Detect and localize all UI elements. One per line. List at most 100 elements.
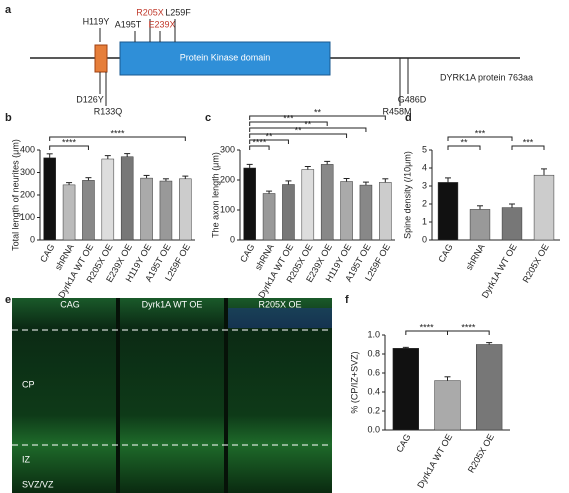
x-tick-label: shRNA	[464, 242, 487, 272]
y-tick-label: 0	[230, 234, 235, 244]
y-tick-label: 400	[20, 144, 35, 154]
region-label: CP	[22, 379, 35, 389]
x-tick-label: R205X OE	[521, 242, 551, 284]
bar	[476, 344, 503, 431]
bar	[243, 167, 256, 241]
significance-bracket	[249, 139, 289, 144]
y-tick-label: 100	[20, 212, 35, 222]
y-tick-label: 0.8	[367, 348, 380, 358]
significance-label: **	[460, 137, 468, 147]
bar	[501, 207, 523, 241]
bar	[437, 182, 459, 241]
bar	[434, 380, 461, 431]
y-tick-label: 0.0	[367, 424, 380, 434]
bar	[262, 193, 276, 241]
significance-label: ****	[461, 322, 476, 332]
panel-label: e	[5, 294, 11, 306]
y-tick-label: 300	[20, 167, 35, 177]
mutation-label: R458M	[382, 106, 411, 116]
mutation-label: E239X	[148, 19, 175, 29]
y-tick-label: 200	[220, 174, 235, 184]
bar	[43, 157, 56, 241]
significance-bracket	[49, 136, 186, 141]
protein-label: DYRK1A protein 763aa	[440, 72, 533, 82]
y-tick-label: 0.4	[367, 386, 380, 396]
domain-label: Protein Kinase domain	[180, 52, 271, 62]
significance-label: **	[266, 131, 274, 141]
x-tick-label: CAG	[38, 242, 56, 264]
y-tick-label: 300	[220, 144, 235, 154]
motif-box	[94, 44, 108, 73]
y-tick-label: 100	[220, 204, 235, 214]
y-axis-title: Total length of neurites (μm)	[10, 139, 20, 251]
bar	[533, 174, 555, 241]
significance-label: ****	[62, 137, 77, 147]
mutation-label: R133Q	[94, 106, 123, 116]
bar	[62, 184, 76, 241]
significance-bracket	[249, 127, 367, 132]
significance-bracket	[447, 136, 513, 141]
significance-label: ***	[475, 128, 486, 138]
mutation-label: H119Y	[83, 16, 110, 26]
region-label: SVZ/VZ	[22, 479, 54, 489]
significance-label: ****	[252, 137, 267, 147]
y-tick-label: 4	[422, 162, 427, 172]
significance-label: ***	[283, 113, 294, 123]
significance-bracket	[249, 115, 386, 120]
y-tick-label: 0.6	[367, 367, 380, 377]
micrograph-title: Dyrk1A WT OE	[142, 299, 203, 309]
y-tick-label: 1	[422, 216, 427, 226]
x-tick-label: CAG	[436, 242, 454, 264]
micrograph	[120, 298, 224, 493]
significance-label: ****	[420, 322, 435, 332]
y-tick-label: 1.0	[367, 329, 380, 339]
bar	[140, 177, 153, 241]
mutation-label: R205X	[136, 7, 164, 17]
bar	[159, 180, 173, 241]
panel-label: b	[5, 112, 12, 124]
significance-bracket	[49, 145, 89, 150]
y-axis-title: The axon length (μm)	[210, 152, 220, 238]
x-tick-label: CAG	[238, 242, 256, 264]
panel-label: f	[345, 294, 349, 306]
bar	[179, 178, 192, 241]
bar	[359, 184, 373, 241]
significance-label: **	[304, 119, 312, 129]
significance-label: ****	[110, 128, 125, 138]
significance-bracket	[511, 145, 545, 150]
bar	[282, 184, 295, 241]
x-tick-label: Dyrk1A WT OE	[415, 432, 454, 490]
micrograph-title: CAG	[60, 299, 80, 309]
x-tick-label: R205X OE	[466, 432, 496, 474]
bar	[301, 169, 315, 241]
significance-bracket	[249, 145, 270, 150]
significance-bracket	[447, 330, 490, 335]
y-tick-label: 5	[422, 144, 427, 154]
bar	[340, 181, 353, 241]
y-tick-label: 2	[422, 198, 427, 208]
significance-label: **	[295, 125, 303, 135]
significance-label: **	[314, 107, 322, 117]
mutation-label: D126Y	[76, 94, 104, 104]
y-axis-title: % (CP/IZ+SVZ)	[349, 351, 359, 413]
significance-bracket	[447, 145, 481, 150]
y-axis-title: Spine density (/10μm)	[402, 151, 412, 239]
nuclei-layer	[228, 308, 332, 328]
panel-label: a	[5, 4, 12, 16]
micrograph-title: R205X OE	[258, 299, 301, 309]
bar	[82, 180, 95, 241]
bar	[469, 209, 491, 241]
significance-bracket	[249, 133, 348, 138]
mutation-label: L259F	[165, 7, 191, 17]
kinase-domain	[119, 41, 331, 76]
bar	[379, 182, 392, 241]
y-tick-label: 0	[30, 234, 35, 244]
region-label: IZ	[22, 454, 31, 464]
bar	[392, 348, 419, 431]
bar	[101, 158, 115, 241]
panel-label: c	[205, 112, 211, 124]
mutation-label: G486D	[398, 94, 427, 104]
mutation-label: A195T	[115, 19, 142, 29]
significance-label: ***	[523, 137, 534, 147]
